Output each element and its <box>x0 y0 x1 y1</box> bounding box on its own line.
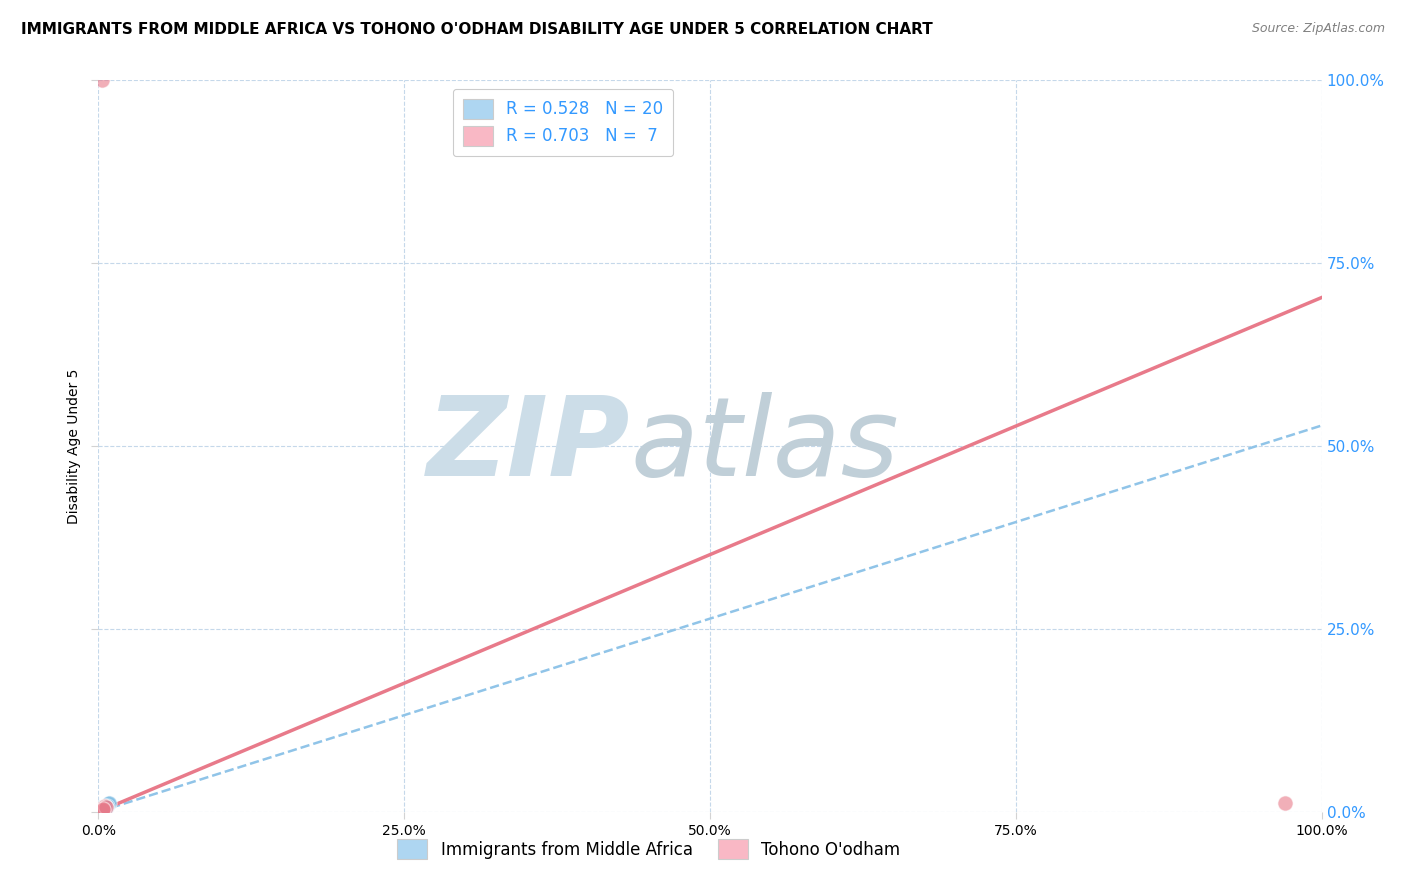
Point <box>91 802 114 816</box>
Point <box>93 799 115 814</box>
Y-axis label: Disability Age Under 5: Disability Age Under 5 <box>67 368 82 524</box>
Point <box>97 797 120 812</box>
Point <box>91 800 114 814</box>
Point <box>91 803 114 817</box>
Point <box>91 801 114 815</box>
Point <box>1274 796 1296 810</box>
Point <box>94 800 117 814</box>
Point <box>96 798 118 813</box>
Point <box>91 801 114 815</box>
Text: IMMIGRANTS FROM MIDDLE AFRICA VS TOHONO O'ODHAM DISABILITY AGE UNDER 5 CORRELATI: IMMIGRANTS FROM MIDDLE AFRICA VS TOHONO … <box>21 22 932 37</box>
Point <box>94 801 117 815</box>
Point <box>91 802 114 816</box>
Point <box>93 800 115 814</box>
Point <box>91 73 114 87</box>
Text: ZIP: ZIP <box>427 392 630 500</box>
Legend: Immigrants from Middle Africa, Tohono O'odham: Immigrants from Middle Africa, Tohono O'… <box>388 829 910 869</box>
Point <box>91 803 114 817</box>
Text: Source: ZipAtlas.com: Source: ZipAtlas.com <box>1251 22 1385 36</box>
Point <box>94 798 117 813</box>
Text: atlas: atlas <box>630 392 900 500</box>
Point <box>98 796 121 810</box>
Point <box>93 803 115 817</box>
Point <box>93 798 115 813</box>
Point <box>91 802 114 816</box>
Point <box>93 802 115 816</box>
Point <box>96 798 118 813</box>
Point <box>91 801 114 815</box>
Point <box>91 803 114 817</box>
Point <box>90 803 112 817</box>
Point <box>94 799 117 814</box>
Point <box>90 803 112 817</box>
